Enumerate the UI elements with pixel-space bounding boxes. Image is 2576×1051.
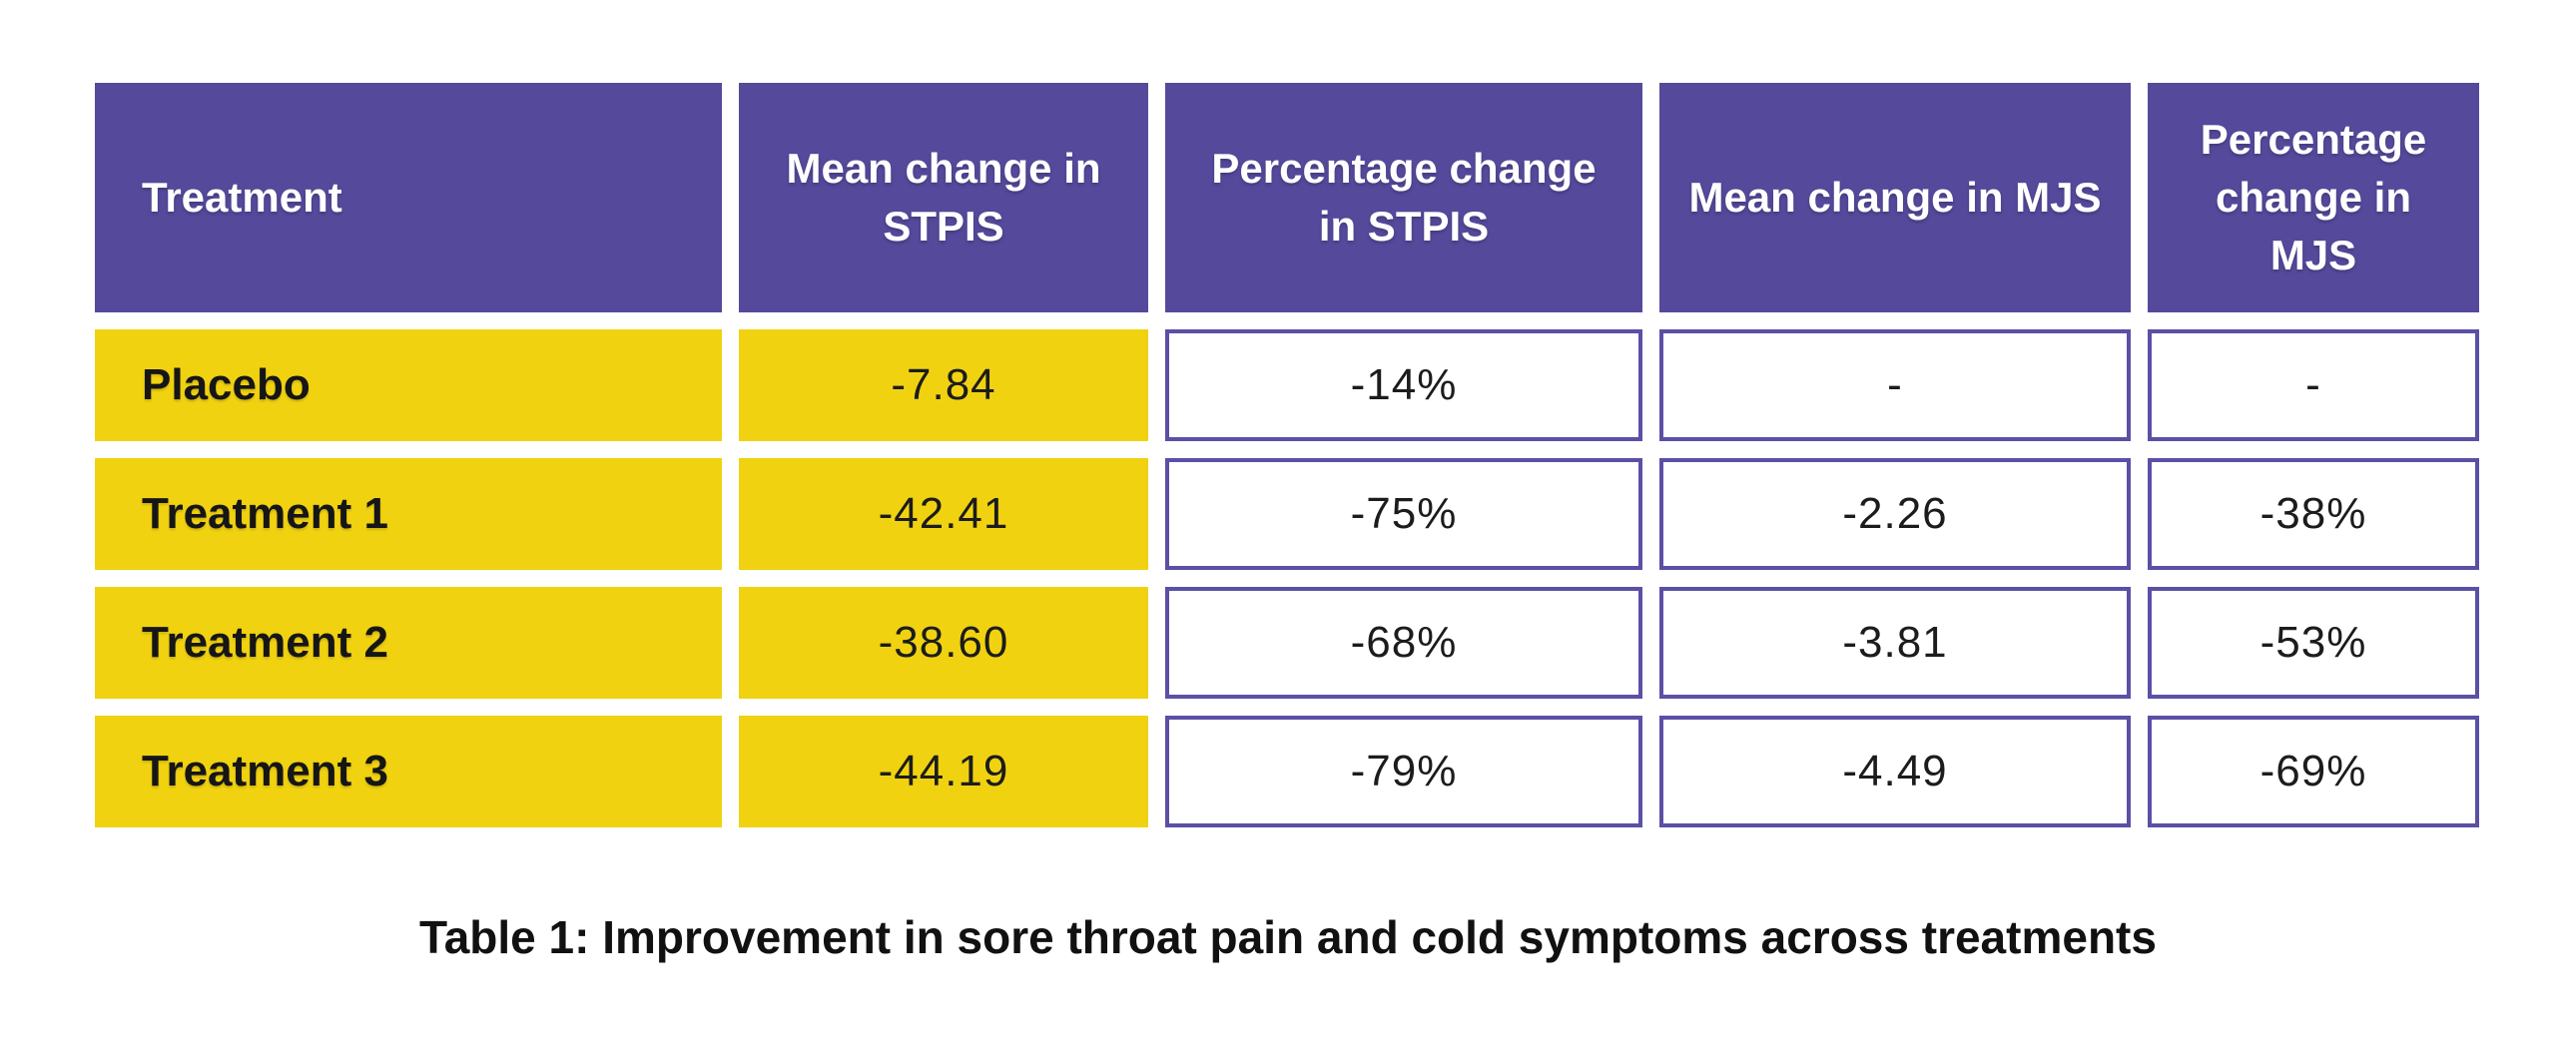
header-mean-change-stpis: Mean change in STPIS: [739, 83, 1148, 312]
row-label-treatment-1: Treatment 1: [95, 458, 722, 570]
header-percentage-change-stpis: Percentage change in STPIS: [1165, 83, 1642, 312]
cell-t1-mean-stpis: -42.41: [739, 458, 1148, 570]
cell-t3-pct-stpis: -79%: [1165, 716, 1642, 827]
cell-t2-mean-mjs: -3.81: [1659, 587, 2131, 699]
cell-placebo-mean-mjs: -: [1659, 329, 2131, 441]
cell-t2-pct-mjs: -53%: [2148, 587, 2479, 699]
cell-placebo-mean-stpis: -7.84: [739, 329, 1148, 441]
row-label-treatment-2: Treatment 2: [95, 587, 722, 699]
cell-t1-mean-mjs: -2.26: [1659, 458, 2131, 570]
cell-t3-mean-mjs: -4.49: [1659, 716, 2131, 827]
cell-t3-pct-mjs: -69%: [2148, 716, 2479, 827]
cell-t3-mean-stpis: -44.19: [739, 716, 1148, 827]
header-treatment: Treatment: [95, 83, 722, 312]
cell-t2-pct-stpis: -68%: [1165, 587, 1642, 699]
row-label-placebo: Placebo: [95, 329, 722, 441]
cell-t1-pct-stpis: -75%: [1165, 458, 1642, 570]
header-percentage-change-mjs: Percentage change in MJS: [2148, 83, 2479, 312]
row-label-treatment-3: Treatment 3: [95, 716, 722, 827]
cell-t2-mean-stpis: -38.60: [739, 587, 1148, 699]
treatment-results-table: Treatment Mean change in STPIS Percentag…: [95, 83, 2479, 827]
cell-placebo-pct-mjs: -: [2148, 329, 2479, 441]
cell-t1-pct-mjs: -38%: [2148, 458, 2479, 570]
header-mean-change-mjs: Mean change in MJS: [1659, 83, 2131, 312]
cell-placebo-pct-stpis: -14%: [1165, 329, 1642, 441]
table-caption: Table 1: Improvement in sore throat pain…: [419, 911, 2157, 963]
